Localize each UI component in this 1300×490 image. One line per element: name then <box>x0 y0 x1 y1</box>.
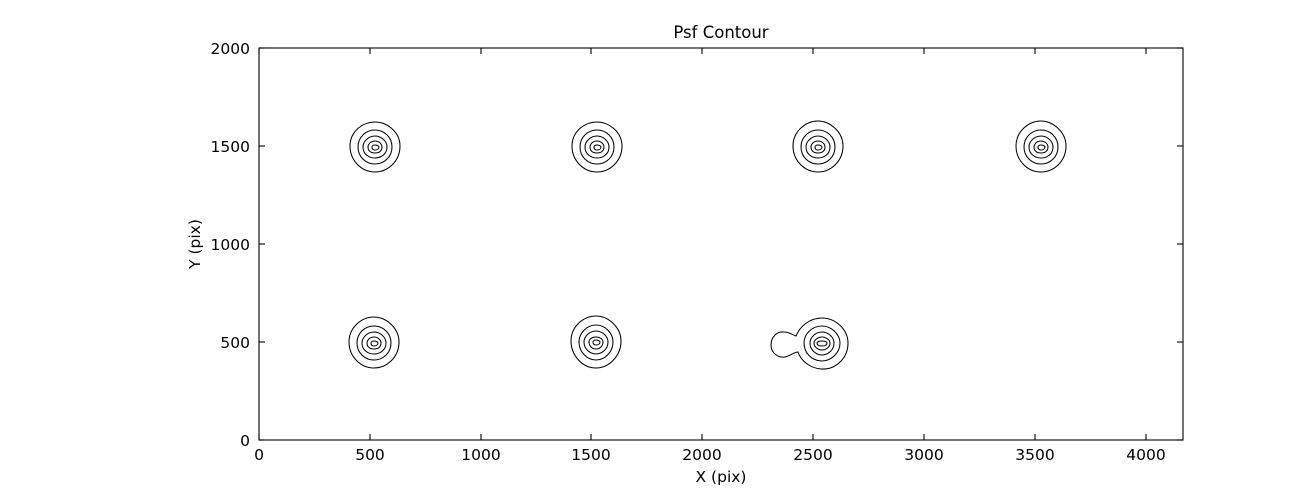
y-tick-labels: 0 500 1000 1500 2000 <box>211 40 250 450</box>
axes-spines <box>258 47 1184 441</box>
y-tick-label: 1500 <box>211 138 250 156</box>
contour-cluster-src-3 <box>792 120 844 173</box>
contour-cluster-src-1 <box>349 121 401 173</box>
x-tick-label: 500 <box>355 446 385 464</box>
contour-cluster-src-6 <box>570 315 622 369</box>
x-tick-label: 2000 <box>682 446 721 464</box>
y-tick-label: 500 <box>220 334 250 352</box>
x-tick-label: 3000 <box>904 446 943 464</box>
contour-cluster-src-2 <box>571 121 623 173</box>
x-tick-label: 2500 <box>793 446 832 464</box>
chart-title: Psf Contour <box>673 23 768 42</box>
y-axis-label: Y (pix) <box>186 219 204 270</box>
contour-cluster-src-7 <box>770 317 849 370</box>
x-tick-labels: 0 500 1000 1500 2000 2500 3000 3500 4000 <box>254 446 1166 464</box>
y-tick-label: 2000 <box>211 40 250 58</box>
x-tick-label: 3500 <box>1015 446 1054 464</box>
x-tick-label: 0 <box>254 446 264 464</box>
y-tick-label: 1000 <box>211 236 250 254</box>
x-tick-label: 1500 <box>571 446 610 464</box>
x-axis-label: X (pix) <box>696 468 747 486</box>
contour-cluster-src-5 <box>348 316 400 369</box>
x-tick-label: 1000 <box>461 446 500 464</box>
x-tick-label: 4000 <box>1126 446 1165 464</box>
y-tick-label: 0 <box>240 432 250 450</box>
contour-cluster-src-4 <box>1015 120 1067 173</box>
axes-background <box>259 48 1183 440</box>
